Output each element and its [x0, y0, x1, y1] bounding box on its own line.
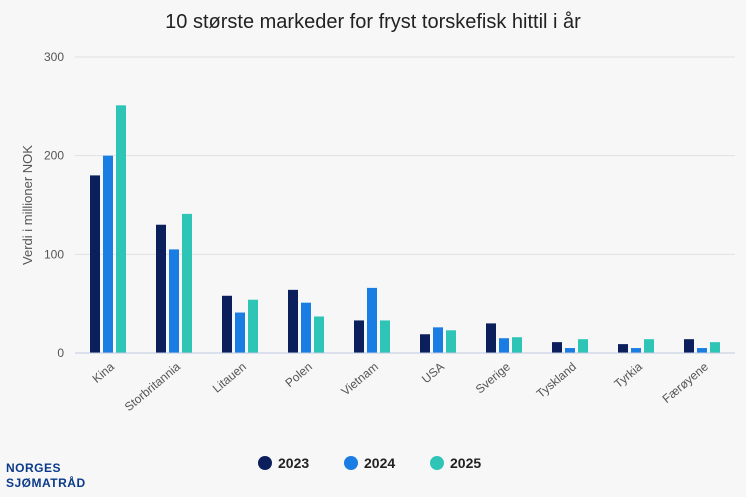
bars [90, 105, 720, 353]
x-category-label: Polen [282, 360, 315, 390]
bar-2024-7 [565, 348, 575, 353]
y-tick-label: 300 [44, 50, 64, 64]
y-tick-label: 200 [44, 149, 64, 163]
x-category-label: Færøyene [660, 359, 712, 406]
bar-2025-2 [248, 299, 258, 353]
bar-2023-6 [486, 323, 496, 353]
y-tick-label: 100 [44, 247, 64, 261]
legend-label-2025[interactable]: 2025 [450, 455, 481, 471]
x-axis-categories: Kina Storbritannia Litauen Polen Vietnam USA S… [90, 359, 712, 414]
logo-line-2: SJØMATRÅD [6, 476, 86, 490]
bar-2025-4 [380, 320, 390, 353]
x-category-label: Litauen [210, 360, 249, 396]
bar-2024-0 [103, 155, 113, 353]
legend-label-2023[interactable]: 2023 [278, 455, 309, 471]
bar-2024-6 [499, 338, 509, 353]
bar-2025-7 [578, 339, 588, 353]
bar-2023-8 [618, 344, 628, 353]
bar-2024-3 [301, 302, 311, 353]
bar-2024-2 [235, 312, 245, 353]
bar-2024-8 [631, 348, 641, 353]
norges-sjomatrad-logo: NORGES SJØMATRÅD [6, 461, 86, 491]
bar-2025-1 [182, 213, 192, 353]
x-category-label: USA [419, 360, 447, 387]
legend-marker-2023 [258, 456, 272, 470]
gridlines [75, 56, 735, 255]
y-tick-label: 0 [57, 346, 64, 360]
bar-2025-8 [644, 339, 654, 353]
bar-2023-7 [552, 342, 562, 353]
y-axis-label: Verdi i millioner NOK [20, 145, 35, 265]
bar-2025-9 [710, 342, 720, 353]
bar-2024-1 [169, 249, 179, 353]
bar-2023-0 [90, 175, 100, 353]
x-category-label: Vietnam [338, 360, 381, 399]
legend[interactable]: 2023 2024 2025 [258, 455, 481, 471]
x-category-label: Kina [90, 359, 118, 385]
bar-2023-2 [222, 295, 232, 353]
x-category-label: Storbritannia [122, 359, 183, 414]
bar-2023-9 [684, 339, 694, 353]
legend-label-2024[interactable]: 2024 [364, 455, 395, 471]
x-category-label: Tyrkia [611, 359, 645, 391]
bar-2023-3 [288, 289, 298, 353]
bar-2025-5 [446, 330, 456, 353]
bar-2023-5 [420, 334, 430, 353]
bar-2023-1 [156, 224, 166, 353]
x-category-label: Tyskland [534, 360, 579, 401]
bar-2024-5 [433, 327, 443, 353]
x-category-label: Sverige [473, 359, 513, 396]
bar-2025-3 [314, 316, 324, 353]
bar-2023-4 [354, 320, 364, 353]
bar-2024-4 [367, 287, 377, 353]
chart-title: 10 største markeder for fryst torskefisk… [165, 11, 581, 33]
bar-2024-9 [697, 348, 707, 353]
legend-marker-2024 [344, 456, 358, 470]
logo-line-1: NORGES [6, 461, 62, 475]
bar-2025-0 [116, 105, 126, 353]
y-axis-ticks: 0 100 200 300 [44, 50, 64, 360]
legend-marker-2025 [430, 456, 444, 470]
bar-2025-6 [512, 337, 522, 353]
